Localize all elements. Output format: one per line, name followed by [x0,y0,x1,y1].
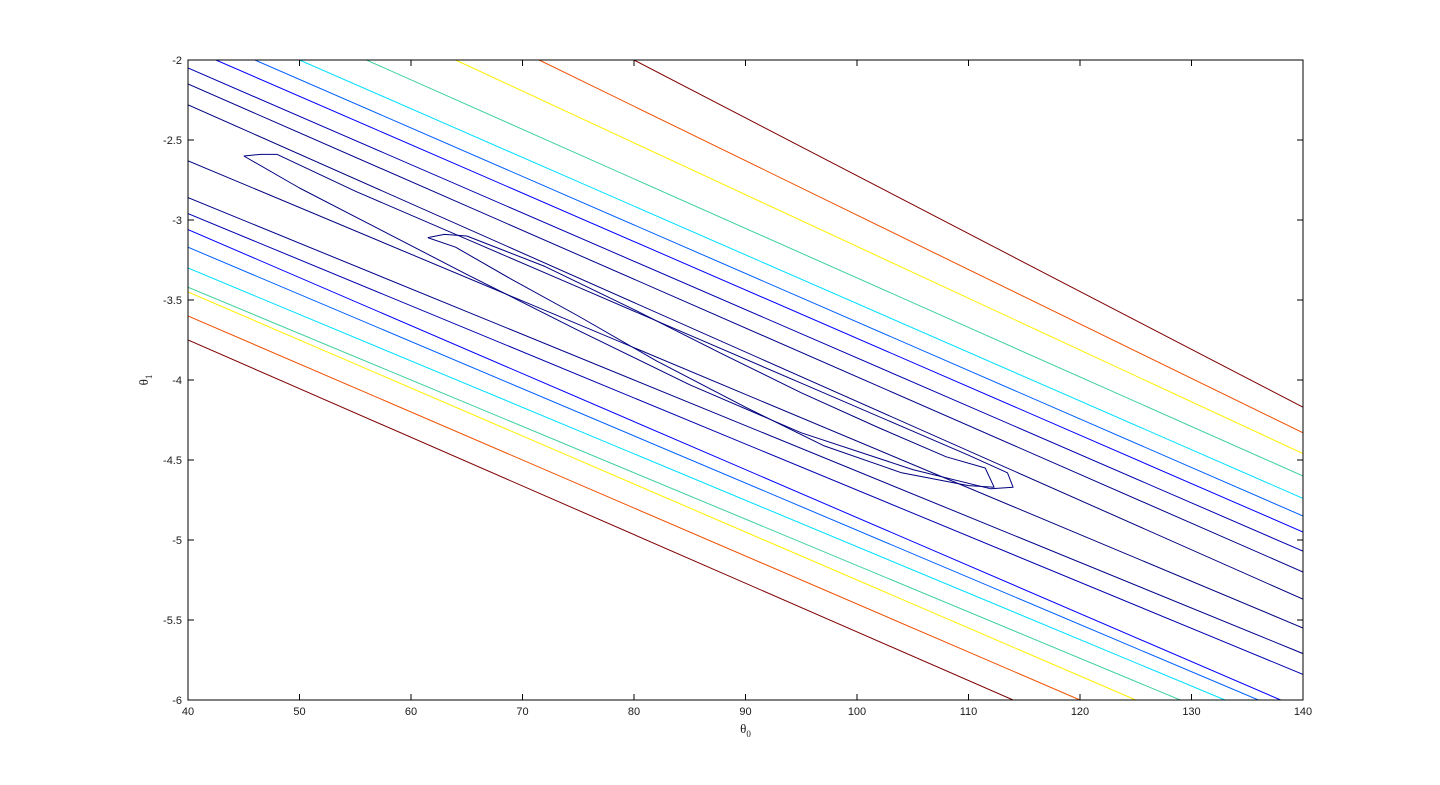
contour-band-level-3-lower [188,197,1303,655]
contour-band-level-7-upper [299,60,1303,499]
y-tick-label: -3.5 [163,295,182,307]
contour-band-level-7-lower [188,267,1226,700]
y-tick-label: -5 [172,535,182,547]
contour-band-level-5-lower [188,229,1281,700]
contour-band-level-6-lower [188,246,1259,700]
contour-band-level-10-upper [538,60,1303,434]
contour-band-level-5-upper [215,60,1303,533]
contour-band-level-9-lower [188,291,1136,700]
contour-band-level-8-lower [188,286,1181,700]
contour-band-level-6-upper [254,60,1303,517]
x-tick-label: 130 [1182,706,1200,718]
contour-band-level-8-upper [366,60,1303,477]
y-tick-label: -3 [172,215,182,227]
x-axis-label: θ0 [740,721,751,739]
contour-band-level-3-upper [188,83,1303,573]
y-tick-label: -4.5 [163,455,182,467]
y-axis-label-subscript: 1 [144,375,154,380]
x-tick-label: 90 [739,706,751,718]
x-tick-label: 100 [848,706,866,718]
contour-band-level-2-upper [188,104,1303,600]
y-tick-label: -5.5 [163,615,182,627]
contour-band-level-4-upper [188,67,1303,552]
x-tick-label: 50 [293,706,305,718]
contour-closed-level-1 [243,153,1014,490]
y-tick-label: -2 [172,55,182,67]
y-tick-label: -4 [172,375,182,387]
contour-band-level-11-upper [633,60,1303,408]
x-tick-label: 80 [628,706,640,718]
x-axis-label-symbol: θ [740,721,746,736]
y-axis-label-symbol: θ [136,379,151,385]
contour-band-level-11-lower [188,339,1014,700]
y-tick-label: -2.5 [163,135,182,147]
x-tick-label: 120 [1071,706,1089,718]
x-tick-label: 140 [1294,706,1312,718]
contour-band-level-10-lower [188,315,1081,700]
y-axis-label: θ1 [136,375,154,386]
contour-closed-level-0 [427,233,995,488]
contour-band-level-2-lower [188,160,1303,629]
x-tick-label: 70 [516,706,528,718]
y-tick-label: -6 [172,695,182,707]
x-tick-label: 60 [405,706,417,718]
x-tick-label: 110 [960,706,978,718]
plot-background [188,60,1303,700]
x-tick-label: 40 [182,706,194,718]
contour-band-level-4-lower [188,213,1303,675]
contour-band-level-9-upper [455,60,1303,455]
axis-ticks: 40 50 60 70 80 90 100 110 120 130 140 -2 -2.5 -3 -3.5 -… [163,55,1312,718]
contour-lines [188,60,1303,700]
x-axis-label-subscript: 0 [746,729,751,739]
